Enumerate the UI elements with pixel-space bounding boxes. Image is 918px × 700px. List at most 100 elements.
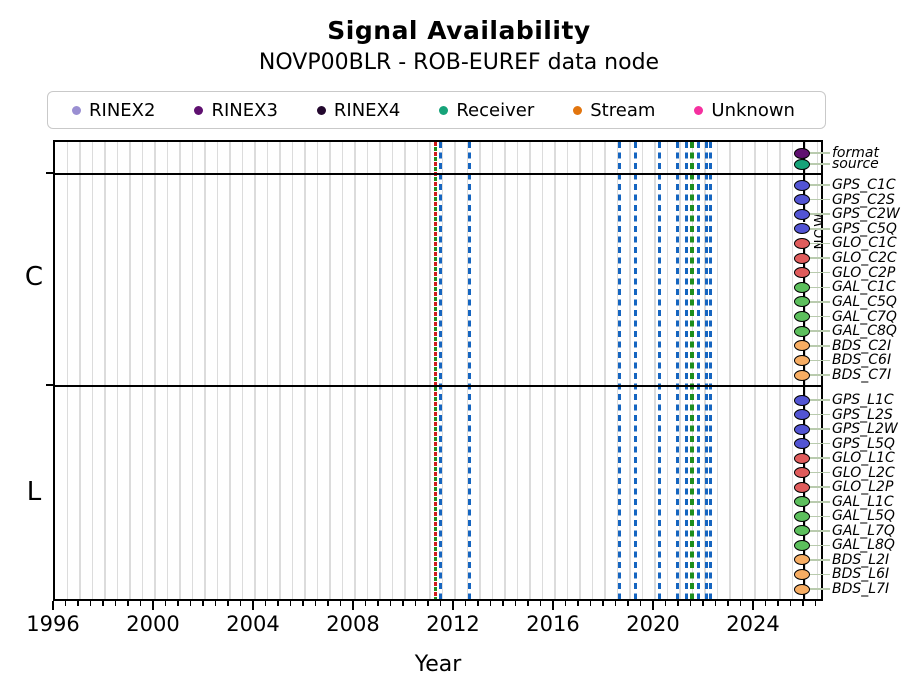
signal-row-label: format bbox=[832, 145, 879, 161]
gridline bbox=[379, 142, 381, 599]
x-major-tick bbox=[652, 601, 654, 610]
event-line bbox=[675, 142, 679, 599]
gridline bbox=[666, 142, 669, 599]
legend-item: Stream bbox=[573, 100, 655, 121]
legend-marker-icon bbox=[194, 105, 204, 115]
signal-row-label: GPS_L1C bbox=[832, 392, 894, 408]
signal-row-label: BDS_C6I bbox=[832, 352, 892, 369]
gridline bbox=[591, 142, 594, 599]
x-tick-label: 1996 bbox=[26, 612, 80, 636]
x-minor-tick bbox=[789, 601, 792, 606]
gridline bbox=[391, 142, 394, 599]
x-minor-tick bbox=[289, 601, 292, 606]
x-minor-tick bbox=[139, 601, 142, 606]
x-minor-tick bbox=[377, 601, 379, 606]
x-minor-tick bbox=[627, 601, 629, 606]
signal-row-label: BDS_C7I bbox=[832, 367, 892, 383]
x-minor-tick bbox=[777, 601, 779, 606]
legend-item-label: Receiver bbox=[456, 99, 535, 121]
x-tick-label: 2016 bbox=[526, 612, 580, 636]
gridline bbox=[541, 142, 544, 599]
x-minor-tick bbox=[614, 601, 617, 606]
gridline bbox=[679, 142, 681, 599]
signal-row-label: GLO_C1C bbox=[832, 235, 897, 252]
x-tick-label: 2000 bbox=[126, 612, 180, 636]
x-minor-tick bbox=[427, 601, 429, 606]
legend: RINEX2 RINEX3 RINEX4 Receiver Stream Unknown bbox=[47, 91, 826, 129]
signal-row-label: BDS_L2I bbox=[832, 551, 890, 568]
gridline bbox=[154, 142, 156, 599]
x-tick-label: 2012 bbox=[426, 612, 480, 636]
gridline bbox=[754, 142, 756, 599]
legend-item-label: RINEX4 bbox=[333, 99, 401, 121]
x-major-tick bbox=[352, 601, 354, 610]
gridline bbox=[404, 142, 406, 599]
gridline bbox=[316, 142, 319, 599]
legend-item: RINEX3 bbox=[194, 99, 278, 121]
signal-row-label: GAL_L1C bbox=[832, 493, 894, 510]
x-minor-tick bbox=[339, 601, 342, 606]
signal-row-label: GAL_L7Q bbox=[832, 522, 895, 539]
x-minor-tick bbox=[264, 601, 267, 606]
gridline bbox=[566, 142, 569, 599]
x-minor-tick bbox=[764, 601, 767, 606]
signal-row-label: GPS_C1C bbox=[832, 177, 896, 193]
gridline bbox=[466, 142, 469, 599]
x-minor-tick bbox=[727, 601, 729, 606]
event-line bbox=[684, 142, 688, 599]
x-minor-tick bbox=[114, 601, 117, 606]
gridline bbox=[179, 142, 181, 599]
x-major-tick bbox=[752, 601, 754, 610]
x-major-tick bbox=[452, 601, 454, 610]
x-minor-tick bbox=[664, 601, 667, 606]
gridline bbox=[104, 142, 106, 599]
legend-item-label: RINEX2 bbox=[89, 99, 156, 121]
x-major-tick bbox=[252, 601, 254, 610]
signal-row-label: GLO_C2P bbox=[832, 264, 896, 281]
gridline bbox=[554, 142, 556, 599]
x-minor-tick bbox=[189, 601, 192, 606]
x-minor-tick bbox=[439, 601, 442, 606]
x-minor-tick bbox=[327, 601, 329, 606]
x-minor-tick bbox=[477, 601, 479, 606]
legend-marker-icon bbox=[439, 105, 449, 115]
signal-row-label: BDS_L6I bbox=[832, 566, 890, 583]
gridline bbox=[616, 142, 619, 599]
gridline bbox=[504, 142, 506, 599]
x-minor-tick bbox=[702, 601, 704, 606]
now-line bbox=[802, 142, 806, 599]
x-minor-tick bbox=[489, 601, 492, 606]
x-minor-tick bbox=[602, 601, 604, 606]
signal-row-label: GAL_L8Q bbox=[832, 537, 895, 554]
legend-item-label: RINEX3 bbox=[211, 99, 278, 121]
gridline bbox=[791, 142, 794, 599]
section-label-l: L bbox=[26, 477, 42, 507]
signal-row-label: GAL_C1C bbox=[832, 279, 896, 296]
x-minor-tick bbox=[202, 601, 204, 606]
gridline bbox=[91, 142, 94, 599]
legend-item: RINEX2 bbox=[72, 100, 155, 121]
x-minor-tick bbox=[414, 601, 417, 606]
gridline bbox=[141, 142, 144, 599]
x-axis-label: Year bbox=[414, 652, 462, 677]
signal-row-label: GPS_C2S bbox=[832, 191, 895, 208]
now-label: NOW bbox=[794, 212, 821, 250]
x-minor-tick bbox=[639, 601, 642, 606]
signal-row-label: BDS_C2I bbox=[832, 337, 892, 354]
signal-row-label: GPS_C5Q bbox=[832, 220, 897, 237]
x-major-tick bbox=[52, 601, 54, 610]
x-minor-tick bbox=[64, 601, 67, 606]
signal-row-label: BDS_L7I bbox=[832, 581, 890, 597]
signal-row-label: GAL_C8Q bbox=[832, 323, 897, 340]
legend-item: RINEX4 bbox=[316, 99, 401, 121]
gridline bbox=[741, 142, 744, 599]
signal-row-label: GPS_L2W bbox=[832, 421, 898, 438]
signal-row-label: GLO_L2P bbox=[832, 479, 894, 496]
event-line bbox=[467, 142, 471, 599]
gridline bbox=[629, 142, 631, 599]
legend-marker-icon bbox=[72, 105, 81, 115]
section-label-c: C bbox=[24, 262, 44, 292]
gridline bbox=[254, 142, 256, 599]
section-divider-top bbox=[55, 172, 821, 175]
